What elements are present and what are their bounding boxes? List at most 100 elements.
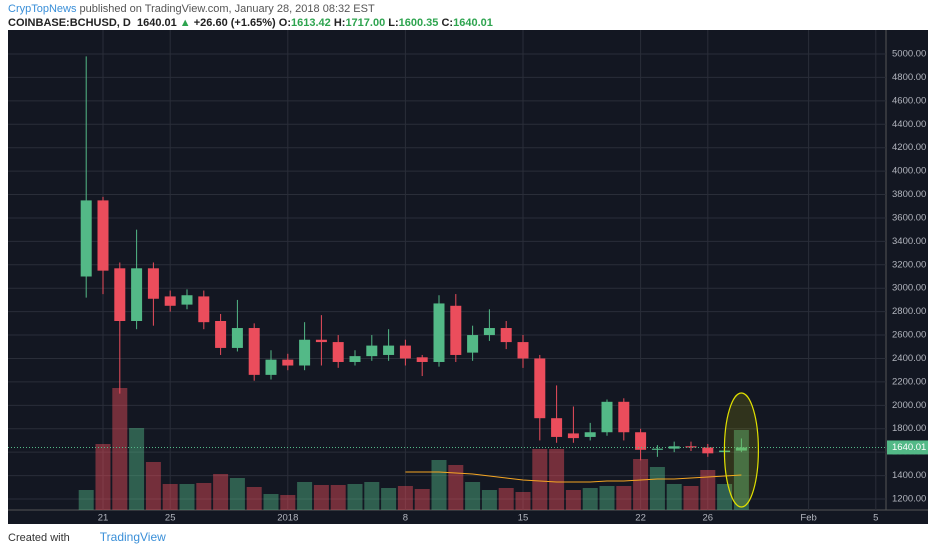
candle-body [248, 328, 260, 375]
volume-bar [313, 485, 329, 510]
y-tick-label: 4800.00 [892, 72, 926, 83]
footer: Created with TradingView [8, 530, 166, 544]
chart: 1200.001400.001600.001800.002000.002200.… [8, 30, 928, 524]
brand[interactable]: TradingView [99, 530, 166, 544]
candle-body [383, 345, 395, 355]
x-tick-label: 25 [165, 513, 176, 524]
x-tick-label: 8 [403, 513, 408, 524]
candle-body [735, 447, 747, 451]
x-tick-label: Feb [800, 513, 816, 524]
volume-bar [549, 449, 565, 510]
header: CrypTopNews published on TradingView.com… [8, 2, 493, 30]
volume-bar [347, 484, 363, 510]
candle-body [416, 357, 428, 362]
created: Created with [8, 532, 70, 544]
volume-bar [162, 484, 178, 510]
volume-bar [397, 486, 413, 510]
c: 1640.01 [453, 17, 493, 29]
x-tick-label: 15 [518, 513, 529, 524]
y-tick-label: 1200.00 [892, 494, 926, 505]
candle-body [483, 328, 495, 336]
volume-bar [330, 485, 346, 510]
candle-body [567, 433, 579, 439]
volume-bar [145, 462, 161, 510]
candle-body [618, 401, 630, 433]
candle-body [231, 328, 243, 348]
candle-body [215, 321, 227, 348]
y-tick-label: 1400.00 [892, 470, 926, 481]
volume-bar [280, 495, 296, 510]
volume-bar [649, 467, 665, 510]
candle-body [97, 200, 109, 271]
candle-body [500, 328, 512, 343]
candle-body [651, 448, 663, 450]
candle-body [80, 200, 92, 277]
h: 1717.00 [345, 17, 386, 29]
y-tick-label: 3600.00 [892, 212, 926, 223]
volume-bar [78, 490, 94, 510]
y-tick-label: 2000.00 [892, 400, 926, 411]
volume-bar [565, 490, 581, 510]
y-tick-label: 4600.00 [892, 95, 926, 106]
volume-ma-line [405, 471, 742, 483]
volume-bar [465, 482, 481, 510]
volume-bar [431, 460, 447, 510]
y-tick-label: 2400.00 [892, 353, 926, 364]
volume-bar [683, 486, 699, 510]
candle-body [299, 339, 311, 366]
candle-body [433, 303, 445, 362]
candle-body [517, 342, 529, 359]
arrow: ▲ [179, 17, 191, 29]
volume-bar [213, 474, 229, 510]
highlight [723, 392, 760, 508]
y-tick-label: 4200.00 [892, 142, 926, 153]
y-tick-label: 3200.00 [892, 259, 926, 270]
volume-bar [364, 482, 380, 510]
candle-body [685, 446, 697, 448]
chart-background [8, 30, 928, 524]
volume-bar [112, 388, 128, 510]
candle-body [551, 418, 563, 437]
o: 1613.42 [291, 17, 331, 29]
symbol: COINBASE:BCHUSD, D [8, 17, 131, 29]
candle-body [399, 345, 411, 359]
change: +26.60 (+1.65%) [193, 17, 276, 29]
c-label: C: [441, 17, 454, 29]
y-tick-label: 3800.00 [892, 189, 926, 200]
volume-bar [582, 488, 598, 510]
candle-body [181, 295, 193, 305]
volume-bar [700, 470, 716, 510]
l-label: L: [388, 17, 399, 29]
candle-body [601, 401, 613, 433]
y-tick-label: 5000.00 [892, 49, 926, 60]
last-price-label: 1640.01 [892, 442, 926, 453]
volume-bar [599, 486, 615, 510]
l: 1600.35 [398, 17, 439, 29]
volume-bar [246, 487, 262, 510]
candle-body [584, 432, 596, 437]
volume-bar [616, 486, 632, 510]
y-tick-label: 2600.00 [892, 330, 926, 341]
candle-body [332, 342, 344, 362]
y-tick-label: 3000.00 [892, 283, 926, 294]
candle-body [534, 358, 546, 419]
candle-body [265, 359, 277, 375]
volume-bar [498, 488, 514, 510]
volume-bar [129, 428, 145, 510]
y-tick-label: 2200.00 [892, 376, 926, 387]
candle-body [467, 335, 479, 353]
candle-body [282, 359, 294, 366]
volume-bar [179, 484, 195, 510]
x-tick-label: 5 [873, 513, 878, 524]
candle-body [635, 432, 647, 450]
volume-bar [381, 488, 397, 510]
volume-bar [297, 482, 313, 510]
volume-bar [717, 484, 733, 510]
volume-bar [263, 494, 279, 510]
volume-bar [95, 444, 111, 510]
last: 1640.01 [136, 17, 177, 29]
volume-bar [666, 484, 682, 510]
author[interactable]: CrypTopNews [8, 3, 77, 15]
candle-body [164, 296, 176, 306]
